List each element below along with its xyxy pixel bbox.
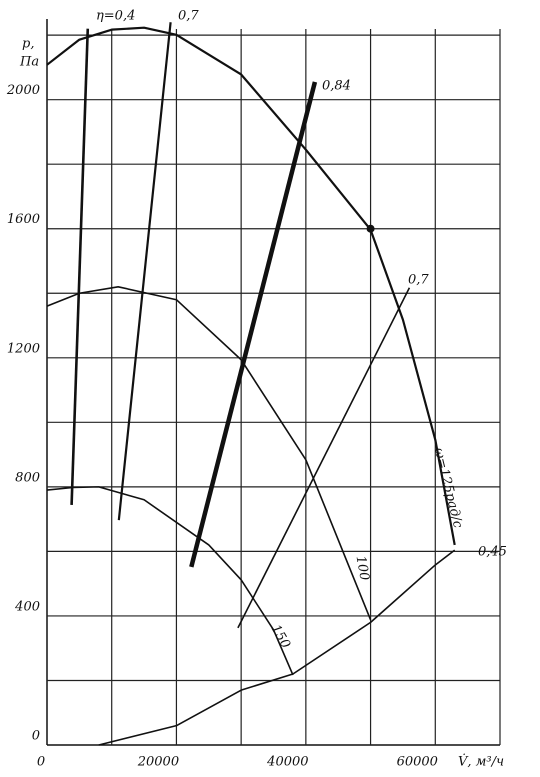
curve-label: 0,84 [322, 79, 351, 94]
curve-label: 0,7 [178, 9, 199, 24]
y-tick-label: 800 [15, 470, 40, 485]
x-axis-label: V̇, м³/ч [458, 753, 504, 769]
curve-label: η=0,4 [96, 9, 135, 24]
point [366, 224, 375, 233]
x-tick-label: 40000 [266, 755, 308, 770]
curve [46, 486, 294, 676]
x-tick-label: 0 [37, 755, 45, 770]
x-tick-label: 20000 [137, 755, 179, 770]
curve [46, 286, 372, 621]
curve-label: 0,45 [478, 545, 507, 560]
y-axis-label: p, [22, 37, 34, 52]
y-tick-label: 400 [14, 599, 40, 614]
x-tick-label: 60000 [397, 755, 438, 770]
y-tick-label: 2000 [6, 83, 40, 98]
curve-label: 0,7 [408, 273, 429, 288]
curve-label: ω=125рад/с [431, 446, 466, 530]
curve [70, 28, 90, 505]
y-tick-label: 1200 [7, 341, 40, 356]
y-tick-label: 0 [32, 729, 40, 744]
curve [117, 22, 172, 521]
curve-label: 150 [268, 622, 293, 651]
curve-label: 100 [353, 555, 372, 582]
curve [189, 81, 318, 568]
curve [98, 549, 456, 746]
curve [237, 287, 411, 629]
curve [46, 26, 456, 546]
y-axis-label: Па [19, 55, 39, 70]
y-tick-label: 1600 [7, 212, 40, 227]
